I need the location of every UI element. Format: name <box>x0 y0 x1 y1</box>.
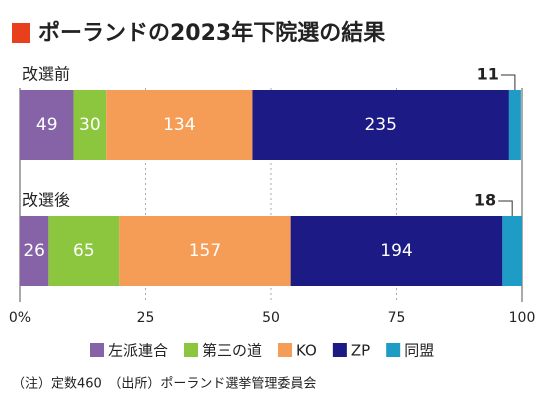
leader-line <box>500 74 516 90</box>
value-label: 49 <box>36 115 58 135</box>
bar-segment <box>73 90 107 160</box>
legend-swatch <box>90 343 104 357</box>
value-label: 235 <box>364 115 396 135</box>
bar-segment <box>48 216 120 286</box>
legend-swatch <box>278 343 293 357</box>
category-label: 改選後 <box>22 191 70 210</box>
category-label: 改選前 <box>22 65 70 84</box>
value-label: 30 <box>79 115 101 135</box>
leader-line <box>498 200 513 216</box>
value-label: 157 <box>189 241 221 261</box>
legend-label: ZP <box>351 342 370 360</box>
note: （注）定数460 （出所）ポーランド選挙管理委員会 <box>12 377 316 392</box>
bar-segment <box>20 90 74 160</box>
chart-title: ポーランドの2023年下院選の結果 <box>38 20 385 46</box>
value-label: 11 <box>477 65 499 84</box>
value-label: 18 <box>474 191 496 210</box>
bar-segment <box>20 216 49 286</box>
legend-swatch <box>386 343 401 357</box>
legend-swatch <box>332 343 347 357</box>
x-tick-label: 100 <box>509 310 536 326</box>
legend-label: 第三の道 <box>202 342 262 360</box>
bar-segment <box>106 90 253 160</box>
legend-swatch <box>184 343 199 357</box>
value-label: 134 <box>163 115 195 135</box>
bar-segment <box>252 90 509 160</box>
value-label: 65 <box>73 241 95 261</box>
x-tick-label: 50 <box>262 310 280 326</box>
bar-segment <box>119 216 291 286</box>
legend-label: KO <box>296 342 317 360</box>
bar-segment <box>502 216 522 286</box>
x-tick-label: 0% <box>9 310 31 326</box>
value-label: 26 <box>23 241 45 261</box>
legend-label: 同盟 <box>404 342 434 360</box>
title-marker <box>12 23 30 43</box>
legend-label: 左派連合 <box>108 342 168 360</box>
bar-segment <box>508 90 521 160</box>
x-tick-label: 75 <box>388 310 406 326</box>
x-tick-label: 25 <box>137 310 155 326</box>
value-label: 194 <box>380 241 412 261</box>
bar-segment <box>290 216 503 286</box>
